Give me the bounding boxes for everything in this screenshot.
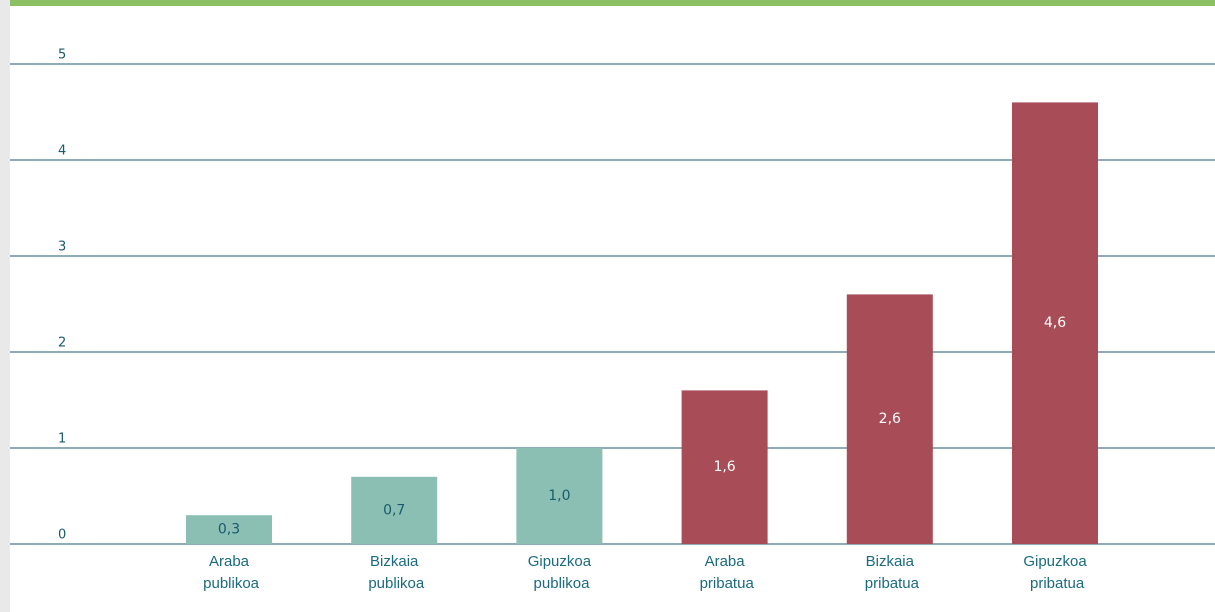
value-label: 2,6	[879, 411, 901, 427]
bar	[846, 294, 933, 544]
x-tick-line: pribatua	[695, 575, 754, 592]
x-tick-label: Araba publikoa	[199, 553, 260, 592]
x-tick-line: Araba	[209, 553, 250, 570]
x-tick-label: Bizkaia pribatua	[861, 553, 920, 592]
value-label: 4,6	[1044, 315, 1066, 331]
bar	[186, 515, 272, 544]
value-label: 1,0	[548, 488, 570, 504]
x-tick-label: Bizkaia publikoa	[364, 553, 425, 592]
bar	[1012, 102, 1098, 545]
bar	[681, 390, 768, 544]
x-tick-label: Gipuzkoa pribatua	[1023, 553, 1087, 592]
bar	[351, 476, 438, 544]
x-tick-line: pribatua	[1026, 575, 1085, 592]
value-label: 0,3	[218, 522, 240, 538]
y-tick-label: 3	[58, 240, 66, 255]
x-tick-line: Gipuzkoa	[528, 553, 592, 570]
y-tick-label: 1	[58, 432, 66, 447]
top-bar	[10, 0, 1215, 6]
y-tick-label: 4	[58, 144, 66, 159]
x-tick-line: publikoa	[364, 575, 425, 592]
bar	[516, 448, 603, 544]
x-tick-line: publikoa	[529, 575, 590, 592]
x-tick-line: pribatua	[861, 575, 920, 592]
y-tick-label: 2	[58, 336, 66, 351]
value-label: 0,7	[383, 502, 405, 518]
x-tick-line: Bizkaia	[370, 553, 419, 570]
x-tick-line: publikoa	[199, 575, 260, 592]
x-tick-line: Bizkaia	[866, 553, 915, 570]
value-label: 1,6	[713, 459, 735, 475]
y-tick-label: 5	[58, 48, 66, 63]
x-tick-label: Gipuzkoa publikoa	[528, 553, 592, 592]
y-tick-label: 0	[58, 528, 66, 543]
x-tick-label: Araba pribatua	[695, 553, 754, 592]
side-strip	[0, 0, 10, 612]
x-tick-line: Araba	[705, 553, 746, 570]
x-tick-line: Gipuzkoa	[1023, 553, 1087, 570]
